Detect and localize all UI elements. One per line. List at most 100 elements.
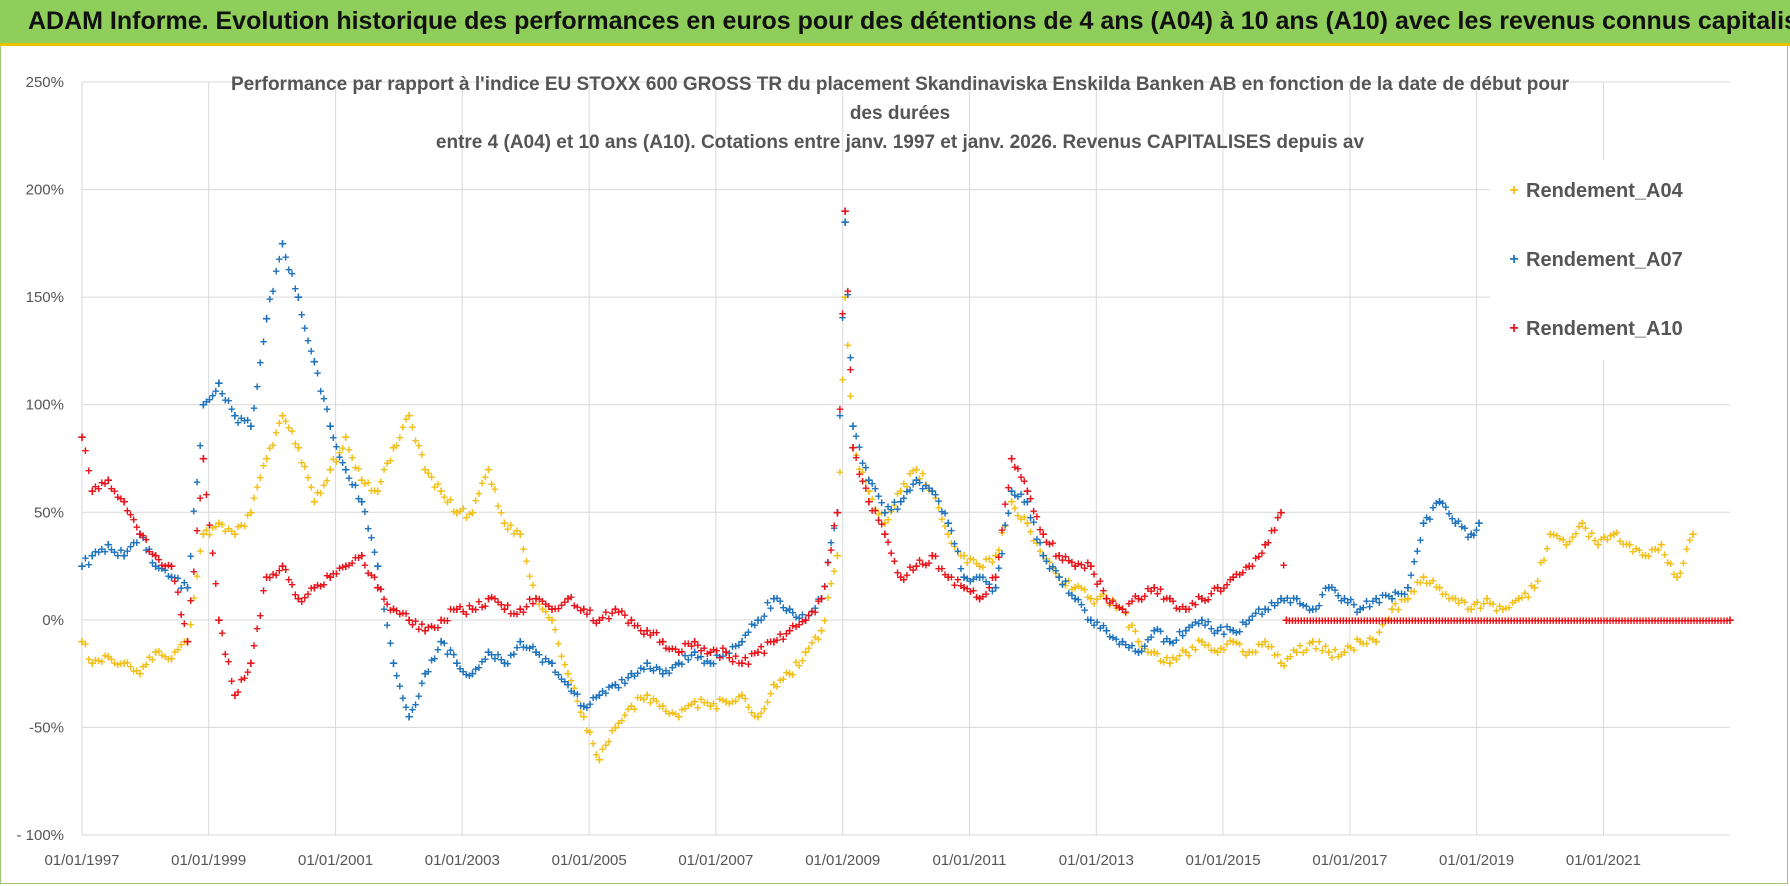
data-point-A04: + xyxy=(298,455,306,470)
data-point-A04: + xyxy=(653,693,661,708)
data-point-A10: + xyxy=(1102,590,1111,607)
data-point-A07: + xyxy=(852,428,860,443)
data-point-A10: + xyxy=(985,580,993,595)
data-point-A07: + xyxy=(523,640,531,655)
data-point-A10: + xyxy=(716,650,724,665)
data-point-A04: + xyxy=(1322,638,1330,653)
data-point-A04: + xyxy=(361,476,369,491)
data-point-A10: + xyxy=(82,443,90,458)
data-point-A07: + xyxy=(250,400,258,415)
data-point-A04: + xyxy=(989,555,997,570)
data-point-A07: + xyxy=(371,545,379,560)
data-point-A04: + xyxy=(795,658,803,673)
data-point-A04: + xyxy=(1023,515,1032,532)
data-point-A04: + xyxy=(555,636,563,651)
data-point-A10: + xyxy=(1489,613,1497,628)
data-point-A07: + xyxy=(285,262,293,277)
data-point-A07: + xyxy=(88,547,97,564)
data-point-A04: + xyxy=(355,461,363,476)
data-point-A04: + xyxy=(574,694,582,709)
data-point-A04: + xyxy=(1385,611,1393,626)
data-point-A10: + xyxy=(142,532,150,547)
data-point-A04: + xyxy=(1553,528,1561,543)
data-point-A10: + xyxy=(1245,558,1254,575)
data-point-A04: + xyxy=(1204,637,1212,652)
data-point-A07: + xyxy=(345,471,353,486)
data-point-A04: + xyxy=(1375,624,1383,639)
data-point-A07: + xyxy=(1150,623,1159,640)
data-point-A04: + xyxy=(1648,542,1656,557)
data-point-A07: + xyxy=(282,250,290,265)
data-point-A04: + xyxy=(133,663,141,678)
data-point-A04: + xyxy=(225,521,233,536)
data-point-A04: + xyxy=(1236,637,1244,652)
data-point-A04: + xyxy=(1338,647,1346,662)
data-point-A07: + xyxy=(146,541,154,556)
data-point-A04: + xyxy=(257,470,265,485)
data-point-A10: + xyxy=(979,589,987,604)
data-point-A04: + xyxy=(1014,508,1022,523)
data-point-A04: + xyxy=(1635,542,1643,557)
data-point-A10: + xyxy=(294,590,303,607)
data-point-A04: + xyxy=(1455,595,1463,610)
data-point-A04: + xyxy=(1426,575,1434,590)
data-point-A07: + xyxy=(1185,620,1193,635)
data-point-A07: + xyxy=(1395,586,1403,601)
data-point-A04: + xyxy=(218,517,226,532)
data-point-A04: + xyxy=(336,445,344,460)
data-point-A07: + xyxy=(1084,612,1092,627)
data-point-A04: + xyxy=(468,504,477,521)
data-point-A04: + xyxy=(685,698,693,713)
data-point-A10: + xyxy=(1651,613,1659,628)
data-point-A10: + xyxy=(579,601,588,618)
data-point-A04: + xyxy=(193,568,201,583)
data-point-A07: + xyxy=(551,665,559,680)
data-point-A07: + xyxy=(776,594,784,609)
data-point-A10: + xyxy=(704,646,712,661)
data-point-A10: + xyxy=(1301,613,1309,628)
data-point-A10: + xyxy=(1603,613,1611,628)
data-point-A07: + xyxy=(481,651,489,666)
data-point-A07: + xyxy=(1204,614,1212,629)
data-point-A10: + xyxy=(257,608,265,623)
data-point-A10: + xyxy=(849,440,858,457)
data-point-A10: + xyxy=(754,644,763,661)
data-point-A04: + xyxy=(716,692,724,707)
data-point-A10: + xyxy=(1552,613,1560,628)
data-point-A10: + xyxy=(1639,613,1647,628)
data-point-A07: + xyxy=(92,544,100,559)
data-point-A10: + xyxy=(1295,613,1303,628)
data-point-A10: + xyxy=(799,614,807,629)
data-point-A04: + xyxy=(1154,646,1162,661)
data-point-A04: + xyxy=(761,701,769,716)
data-point-A10: + xyxy=(776,627,784,642)
data-point-A04: + xyxy=(1403,590,1412,607)
data-point-A07: + xyxy=(434,642,442,657)
data-point-A07: + xyxy=(1102,623,1111,640)
data-point-A07: + xyxy=(1292,590,1301,607)
data-point-A04: + xyxy=(124,655,132,670)
data-point-A10: + xyxy=(1268,523,1276,538)
data-point-A07: + xyxy=(995,560,1003,575)
data-point-A07: + xyxy=(896,494,905,511)
legend-box xyxy=(1490,160,1730,360)
data-point-A10: + xyxy=(383,597,391,612)
data-point-A10: + xyxy=(1027,491,1035,506)
data-point-A10: + xyxy=(1483,613,1491,628)
data-point-A10: + xyxy=(1204,592,1212,607)
data-point-A10: + xyxy=(824,555,832,570)
data-point-A07: + xyxy=(478,654,486,669)
data-point-A04: + xyxy=(262,451,271,468)
data-point-A07: + xyxy=(320,391,328,406)
data-point-A04: + xyxy=(1049,560,1057,575)
data-point-A04: + xyxy=(821,613,829,628)
data-point-A07: + xyxy=(114,548,122,563)
data-point-A07: + xyxy=(174,571,182,586)
data-point-A04: + xyxy=(896,483,905,500)
data-point-A04: + xyxy=(1493,603,1501,618)
data-point-A07: + xyxy=(1366,599,1374,614)
data-point-A10: + xyxy=(500,601,509,618)
data-point-A10: + xyxy=(253,621,261,636)
data-point-A07: + xyxy=(431,651,439,666)
x-tick-label: 01/01/2007 xyxy=(678,852,753,869)
